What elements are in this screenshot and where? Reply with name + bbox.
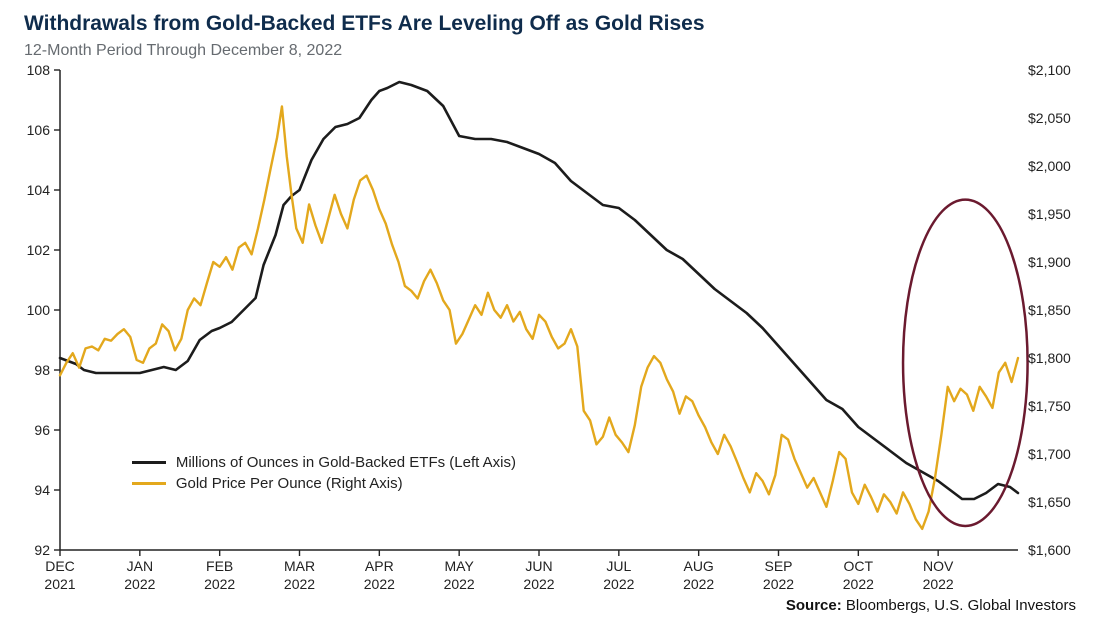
source-text: Bloombergs, U.S. Global Investors [846,597,1076,614]
x-tick-month: MAR [284,558,315,574]
y-right-tick: $1,800 [1028,350,1071,366]
y-left-tick: 98 [16,362,50,378]
x-tick-year: 2022 [204,576,235,592]
y-right-tick: $2,000 [1028,158,1071,174]
y-right-tick: $1,900 [1028,254,1071,270]
x-tick-year: 2022 [603,576,634,592]
y-right-tick: $1,600 [1028,542,1071,558]
x-tick-year: 2022 [284,576,315,592]
y-right-tick: $1,750 [1028,398,1071,414]
legend-label: Gold Price Per Ounce (Right Axis) [176,475,403,492]
x-tick-month: NOV [923,558,953,574]
chart-source: Source: Bloombergs, U.S. Global Investor… [786,597,1076,614]
y-right-tick: $1,850 [1028,302,1071,318]
source-label: Source: [786,597,842,614]
chart-legend: Millions of Ounces in Gold-Backed ETFs (… [132,454,516,496]
x-tick-month: OCT [844,558,874,574]
legend-item: Millions of Ounces in Gold-Backed ETFs (… [132,454,516,471]
x-tick-year: 2022 [364,576,395,592]
x-tick-month: APR [365,558,394,574]
legend-label: Millions of Ounces in Gold-Backed ETFs (… [176,454,516,471]
x-tick-year: 2021 [44,576,75,592]
y-left-tick: 94 [16,482,50,498]
y-left-tick: 100 [16,302,50,318]
x-tick-month: JAN [127,558,153,574]
y-right-tick: $1,700 [1028,446,1071,462]
x-tick-year: 2022 [923,576,954,592]
y-left-tick: 108 [16,62,50,78]
x-tick-year: 2022 [444,576,475,592]
dual-axis-line-chart [0,0,1100,624]
x-tick-month: FEB [206,558,233,574]
x-tick-year: 2022 [843,576,874,592]
x-tick-month: DEC [45,558,75,574]
y-left-tick: 104 [16,182,50,198]
y-right-tick: $2,050 [1028,110,1071,126]
x-tick-year: 2022 [124,576,155,592]
y-left-tick: 106 [16,122,50,138]
x-tick-year: 2022 [683,576,714,592]
x-tick-month: AUG [683,558,713,574]
y-right-tick: $1,950 [1028,206,1071,222]
y-left-tick: 102 [16,242,50,258]
x-tick-month: JUL [606,558,631,574]
y-right-tick: $2,100 [1028,62,1071,78]
x-tick-year: 2022 [523,576,554,592]
y-left-tick: 96 [16,422,50,438]
x-tick-year: 2022 [763,576,794,592]
legend-swatch [132,482,166,485]
y-right-tick: $1,650 [1028,494,1071,510]
y-left-tick: 92 [16,542,50,558]
x-tick-month: SEP [764,558,792,574]
legend-item: Gold Price Per Ounce (Right Axis) [132,475,516,492]
legend-swatch [132,461,166,464]
x-tick-month: MAY [445,558,474,574]
x-tick-month: JUN [525,558,552,574]
